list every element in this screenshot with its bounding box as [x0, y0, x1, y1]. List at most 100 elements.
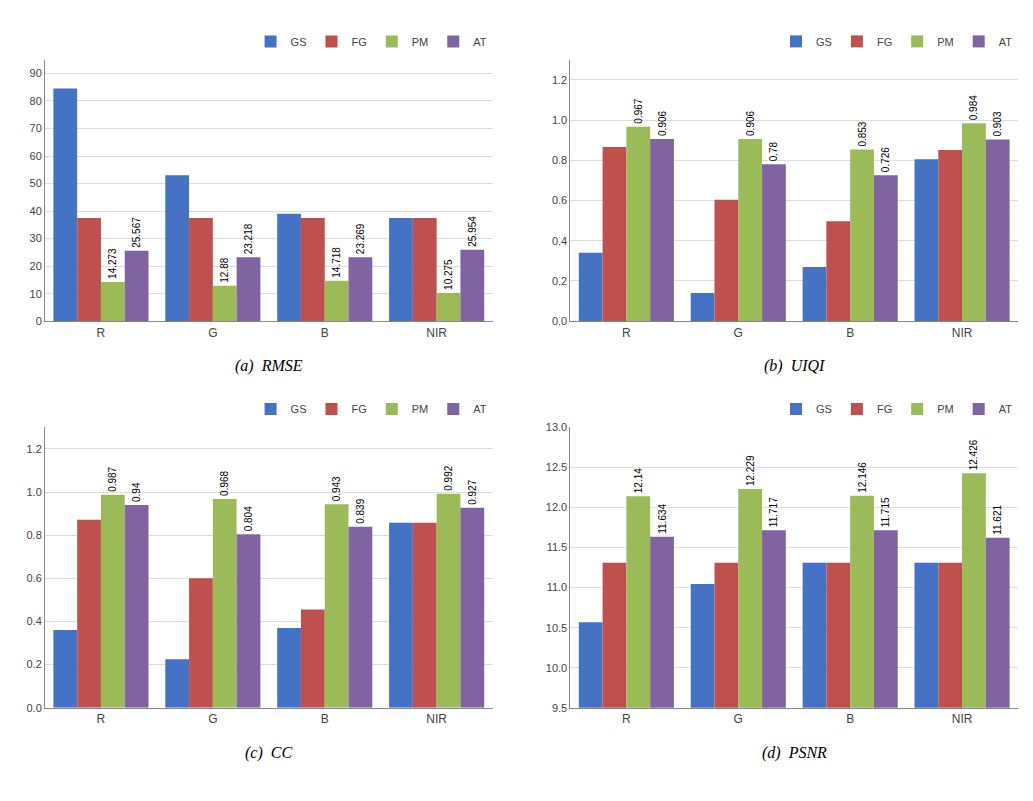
svg-text:0.0: 0.0: [27, 702, 42, 714]
svg-text:11.634: 11.634: [657, 503, 668, 533]
svg-text:10: 10: [30, 288, 42, 300]
svg-text:0.906: 0.906: [745, 110, 756, 135]
svg-text:0.8: 0.8: [552, 154, 567, 166]
svg-text:PM: PM: [412, 403, 429, 415]
svg-text:12.426: 12.426: [968, 439, 979, 470]
svg-text:10.5: 10.5: [546, 622, 567, 634]
svg-text:R: R: [97, 326, 106, 340]
svg-text:0.0: 0.0: [552, 315, 567, 327]
svg-text:(b) UIQI: (b) UIQI: [764, 357, 825, 375]
svg-text:GS: GS: [291, 36, 307, 48]
svg-text:90: 90: [30, 67, 42, 79]
svg-text:FG: FG: [877, 403, 892, 415]
svg-text:11.0: 11.0: [547, 581, 568, 593]
svg-text:23.269: 23.269: [355, 223, 366, 254]
svg-text:0.853: 0.853: [857, 121, 868, 146]
svg-text:30: 30: [30, 232, 42, 244]
svg-text:0.78: 0.78: [768, 141, 779, 161]
svg-text:0.839: 0.839: [355, 498, 366, 523]
svg-text:FG: FG: [351, 403, 366, 415]
svg-text:0.804: 0.804: [243, 506, 254, 531]
svg-text:(c) CC: (c) CC: [245, 744, 292, 762]
svg-text:60: 60: [30, 150, 42, 162]
svg-text:(a) RMSE: (a) RMSE: [235, 357, 303, 375]
svg-text:0.984: 0.984: [968, 95, 979, 120]
svg-text:10.275: 10.275: [443, 259, 454, 290]
svg-text:23.218: 23.218: [243, 223, 254, 254]
svg-text:PM: PM: [937, 36, 954, 48]
svg-text:GS: GS: [291, 403, 307, 415]
svg-text:0.906: 0.906: [657, 110, 668, 135]
svg-text:0.987: 0.987: [107, 466, 118, 491]
svg-text:B: B: [846, 326, 854, 340]
svg-text:9.5: 9.5: [552, 702, 567, 714]
svg-text:AT: AT: [999, 403, 1013, 415]
svg-text:R: R: [622, 326, 631, 340]
svg-text:0.943: 0.943: [331, 476, 342, 501]
svg-text:FG: FG: [351, 36, 366, 48]
svg-text:13.0: 13.0: [546, 421, 567, 433]
svg-text:G: G: [208, 712, 217, 726]
svg-text:12.0: 12.0: [546, 501, 567, 513]
svg-text:0.6: 0.6: [27, 572, 42, 584]
svg-text:50: 50: [30, 177, 42, 189]
svg-text:25.567: 25.567: [131, 217, 142, 248]
svg-text:40: 40: [30, 205, 42, 217]
svg-text:R: R: [97, 712, 106, 726]
svg-text:PM: PM: [937, 403, 954, 415]
svg-text:0.8: 0.8: [27, 529, 42, 541]
svg-text:(d) PSNR: (d) PSNR: [762, 744, 827, 762]
svg-text:11.717: 11.717: [768, 497, 779, 527]
svg-text:NIR: NIR: [426, 712, 447, 726]
svg-text:0.94: 0.94: [131, 482, 142, 502]
svg-text:AT: AT: [999, 36, 1013, 48]
svg-text:GS: GS: [816, 36, 832, 48]
svg-text:B: B: [321, 326, 329, 340]
svg-text:12.229: 12.229: [745, 455, 756, 486]
svg-text:1.0: 1.0: [27, 486, 42, 498]
svg-text:14.273: 14.273: [107, 248, 118, 279]
svg-text:70: 70: [30, 122, 42, 134]
svg-text:G: G: [734, 712, 743, 726]
svg-text:0.6: 0.6: [552, 194, 567, 206]
svg-text:25.954: 25.954: [467, 216, 478, 247]
svg-text:R: R: [622, 712, 631, 726]
svg-text:G: G: [208, 326, 217, 340]
svg-text:11.621: 11.621: [992, 505, 1003, 535]
svg-text:0.927: 0.927: [467, 479, 478, 504]
svg-text:0.903: 0.903: [992, 111, 1003, 136]
svg-text:PM: PM: [412, 36, 429, 48]
svg-text:B: B: [321, 712, 329, 726]
svg-text:12.88: 12.88: [219, 257, 230, 282]
svg-text:0.967: 0.967: [633, 98, 644, 123]
svg-text:B: B: [846, 712, 854, 726]
svg-text:12.14: 12.14: [633, 468, 644, 493]
svg-text:0.4: 0.4: [552, 235, 567, 247]
svg-text:NIR: NIR: [952, 712, 973, 726]
svg-text:G: G: [734, 326, 743, 340]
svg-text:FG: FG: [877, 36, 892, 48]
svg-text:11.715: 11.715: [880, 497, 891, 527]
svg-text:80: 80: [30, 95, 42, 107]
svg-text:11.5: 11.5: [547, 541, 568, 553]
svg-text:0.4: 0.4: [27, 615, 42, 627]
svg-text:AT: AT: [473, 36, 487, 48]
svg-text:1.0: 1.0: [552, 114, 567, 126]
svg-text:0.968: 0.968: [219, 470, 230, 495]
svg-text:1.2: 1.2: [552, 74, 567, 86]
svg-text:0.2: 0.2: [27, 658, 42, 670]
svg-text:14.718: 14.718: [331, 247, 342, 278]
svg-text:12.5: 12.5: [546, 461, 567, 473]
svg-text:10.0: 10.0: [546, 662, 567, 674]
svg-text:0.2: 0.2: [552, 275, 567, 287]
svg-text:NIR: NIR: [426, 326, 447, 340]
svg-text:GS: GS: [816, 403, 832, 415]
svg-text:0.992: 0.992: [443, 465, 454, 490]
svg-text:20: 20: [30, 260, 42, 272]
svg-text:0.726: 0.726: [880, 147, 891, 172]
svg-text:NIR: NIR: [952, 326, 973, 340]
svg-text:AT: AT: [473, 403, 487, 415]
svg-text:12.146: 12.146: [857, 462, 868, 493]
svg-text:0: 0: [36, 315, 42, 327]
svg-text:1.2: 1.2: [27, 443, 42, 455]
